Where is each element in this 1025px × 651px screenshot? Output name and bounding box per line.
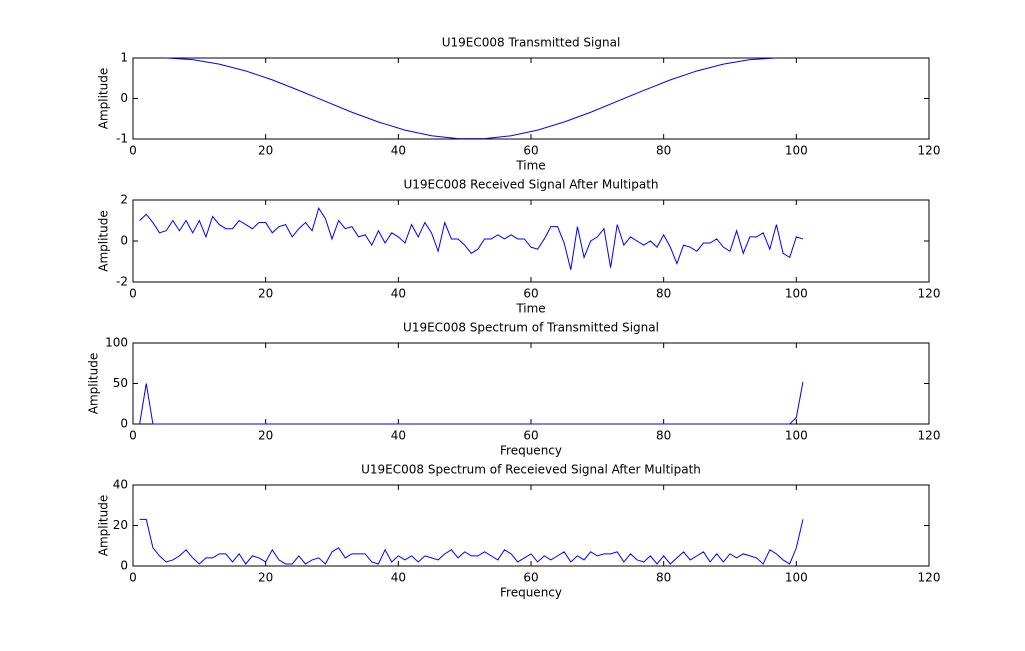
subplot-title: U19EC008 Transmitted Signal xyxy=(442,36,621,50)
y-tick-label: 0 xyxy=(120,559,128,573)
y-tick-label: 1 xyxy=(120,51,128,65)
x-tick-label: 40 xyxy=(391,429,406,443)
x-tick-label: 120 xyxy=(918,144,941,158)
y-tick-label: -1 xyxy=(116,132,128,146)
x-tick-label: 100 xyxy=(785,571,808,585)
x-tick-label: 0 xyxy=(129,287,137,301)
signal-line xyxy=(139,207,804,270)
y-tick-label: 0 xyxy=(120,417,128,431)
x-tick-label: 80 xyxy=(656,429,671,443)
x-tick-label: 120 xyxy=(918,429,941,443)
signal-line xyxy=(139,518,804,565)
x-tick-label: 80 xyxy=(656,287,671,301)
y-tick-label: 0 xyxy=(120,91,128,105)
subplot-title: U19EC008 Spectrum of Receieved Signal Af… xyxy=(361,463,701,477)
x-axis-label: Frequency xyxy=(500,444,562,458)
x-tick-label: 40 xyxy=(391,571,406,585)
x-tick-label: 80 xyxy=(656,571,671,585)
subplot-title: U19EC008 Received Signal After Multipath xyxy=(403,178,658,192)
x-tick-label: 20 xyxy=(258,571,273,585)
x-tick-label: 40 xyxy=(391,287,406,301)
x-tick-label: 120 xyxy=(918,571,941,585)
x-tick-label: 60 xyxy=(523,144,538,158)
x-tick-label: 60 xyxy=(523,287,538,301)
axes-box xyxy=(132,342,930,425)
y-tick-label: 2 xyxy=(120,193,128,207)
x-tick-label: 20 xyxy=(258,144,273,158)
x-tick-label: 100 xyxy=(785,144,808,158)
y-tick-label: 100 xyxy=(105,336,128,350)
x-tick-label: 80 xyxy=(656,144,671,158)
y-axis-label: Amplitude xyxy=(97,495,111,557)
x-tick-label: 60 xyxy=(523,429,538,443)
x-tick-label: 0 xyxy=(129,571,137,585)
y-tick-label: 40 xyxy=(113,478,128,492)
signal-line xyxy=(166,57,777,140)
x-tick-label: 100 xyxy=(785,429,808,443)
y-tick-label: -2 xyxy=(116,275,128,289)
x-tick-label: 120 xyxy=(918,287,941,301)
x-tick-label: 20 xyxy=(258,429,273,443)
signal-line xyxy=(139,381,804,425)
x-tick-label: 40 xyxy=(391,144,406,158)
subplot-title: U19EC008 Spectrum of Transmitted Signal xyxy=(403,321,659,335)
x-tick-label: 100 xyxy=(785,287,808,301)
axes-box xyxy=(132,199,930,283)
y-axis-label: Amplitude xyxy=(87,353,101,415)
y-axis-label: Amplitude xyxy=(97,210,111,272)
y-tick-label: 50 xyxy=(113,376,128,390)
x-axis-label: Time xyxy=(515,302,545,316)
x-axis-label: Frequency xyxy=(500,586,562,600)
y-tick-label: 20 xyxy=(113,518,128,532)
x-tick-label: 20 xyxy=(258,287,273,301)
axes-box xyxy=(132,57,930,140)
y-tick-label: 0 xyxy=(120,234,128,248)
x-tick-label: 0 xyxy=(129,429,137,443)
y-axis-label: Amplitude xyxy=(97,68,111,130)
x-tick-label: 0 xyxy=(129,144,137,158)
x-tick-label: 60 xyxy=(523,571,538,585)
x-axis-label: Time xyxy=(515,159,545,173)
